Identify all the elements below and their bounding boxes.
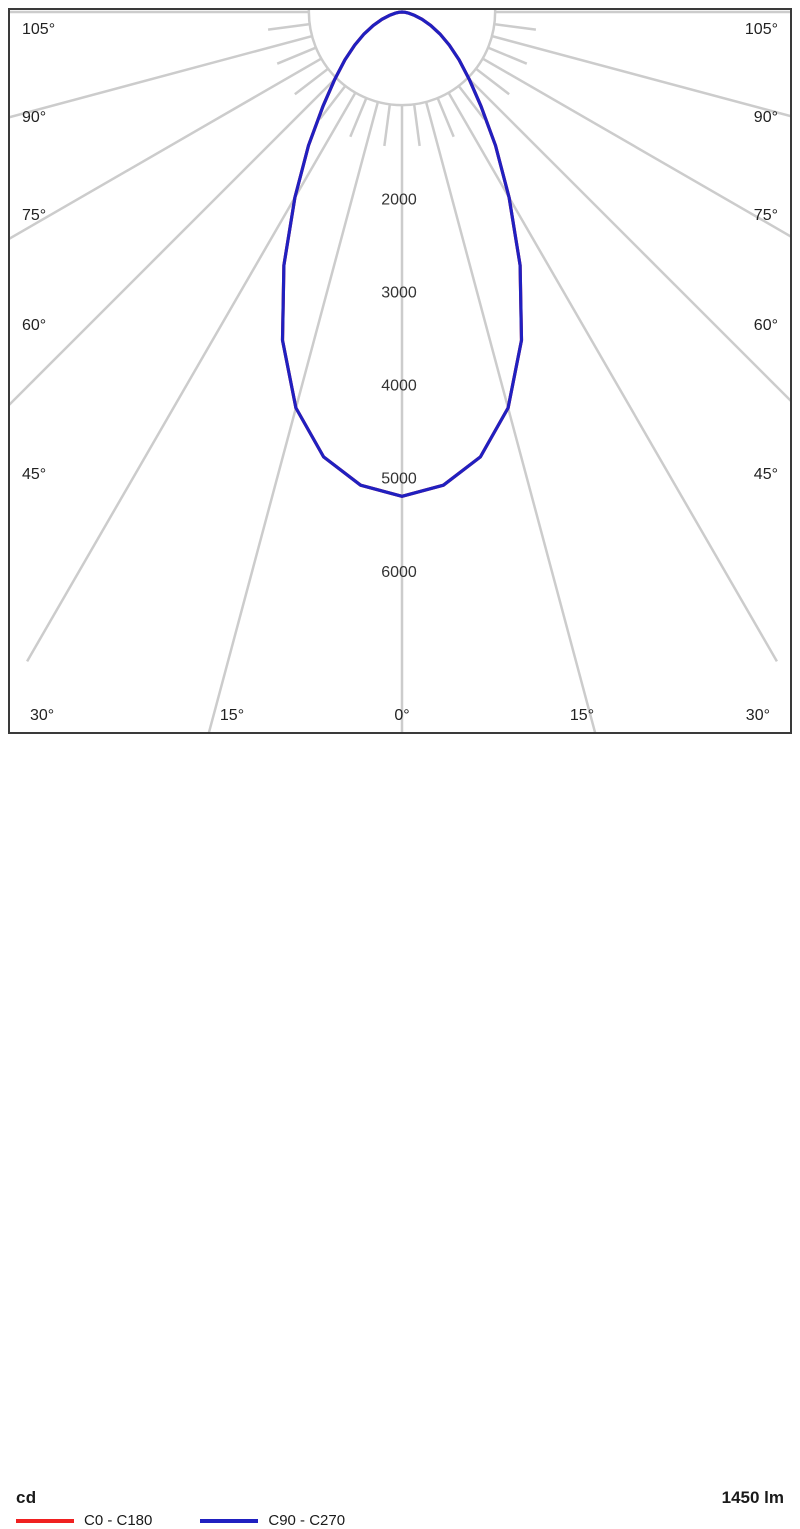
legend-swatch-c0-c180: [16, 1518, 74, 1523]
polar-light-distribution-chart: 2000 3000 4000 5000 6000 105° 105° 90° 90° 75° 75°…: [0, 8, 800, 1529]
chart-footer: cd 1450 lm C0 - C180 C90 - C270: [0, 740, 800, 1529]
series-curve-c90-c270: [280, 10, 524, 498]
radial-tick-label: 3000: [381, 284, 417, 301]
legend-item-c90-c270[interactable]: C90 - C270: [200, 1512, 345, 1529]
radial-tick-label: 6000: [381, 564, 417, 581]
angle-tick-label: 60°: [754, 317, 778, 334]
legend: C0 - C180 C90 - C270: [16, 1512, 393, 1529]
angle-tick-label: 45°: [22, 466, 46, 483]
plot-area: 2000 3000 4000 5000 6000 105° 105° 90° 90° 75° 75°…: [8, 8, 792, 734]
units-label: cd: [16, 1488, 37, 1507]
angle-tick-label: 90°: [754, 109, 778, 126]
polar-grid-svg: 2000 3000 4000 5000 6000 105° 105° 90° 90° 75° 75°…: [10, 10, 790, 732]
angle-tick-label: 105°: [22, 21, 55, 38]
angle-tick-label: 75°: [22, 207, 46, 224]
angle-tick-label: 15°: [570, 707, 594, 724]
radial-tick-label: 2000: [381, 191, 417, 208]
radial-tick-label: 5000: [381, 471, 417, 488]
angle-tick-label: 30°: [746, 707, 770, 724]
angle-tick-label: 60°: [22, 317, 46, 334]
angle-tick-label: 30°: [30, 707, 54, 724]
angle-tick-label: 15°: [220, 707, 244, 724]
radial-tick-label: 4000: [381, 378, 417, 395]
angle-tick-label: 45°: [754, 466, 778, 483]
angle-tick-label: 105°: [745, 21, 778, 38]
legend-item-c0-c180[interactable]: C0 - C180: [16, 1512, 152, 1529]
legend-label-c90-c270: C90 - C270: [268, 1512, 346, 1529]
legend-label-c0-c180: C0 - C180: [84, 1512, 153, 1529]
luminous-flux-label: 1450 lm: [721, 1488, 784, 1507]
angle-tick-label: 90°: [22, 109, 46, 126]
angle-tick-label: 0°: [394, 707, 409, 724]
legend-swatch-c90-c270: [200, 1518, 259, 1523]
angle-tick-label: 75°: [754, 207, 778, 224]
